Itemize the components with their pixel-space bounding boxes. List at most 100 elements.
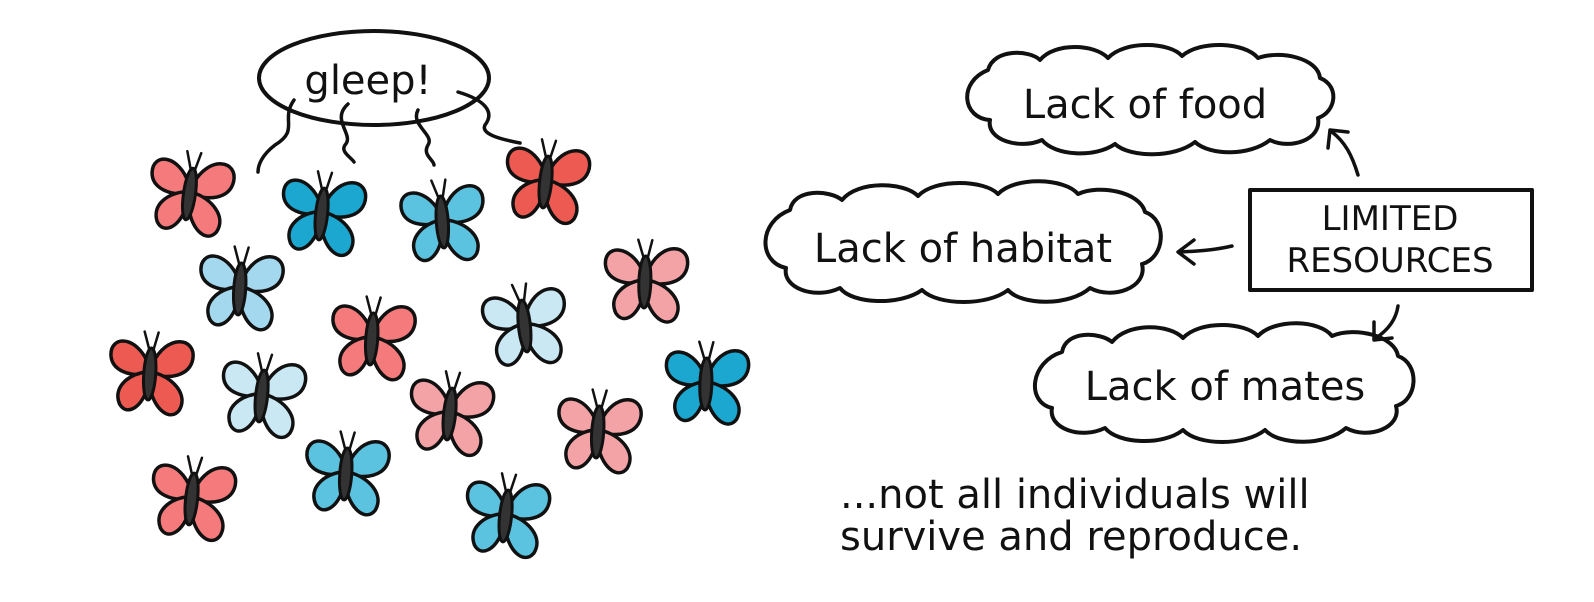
- butterfly-body: [497, 488, 514, 544]
- butterfly-body: [313, 186, 330, 242]
- butterfly-wing: [443, 218, 480, 262]
- butterfly-wing: [705, 380, 741, 426]
- cloud-habitat-label: Lack of habitat: [814, 226, 1112, 272]
- butterfly-wing: [287, 209, 321, 251]
- butterfly-wing: [596, 428, 632, 475]
- butterfly-antennae: [591, 388, 608, 410]
- caption-line2: survive and reproduce.: [840, 514, 1302, 560]
- butterfly-antennae: [500, 472, 518, 494]
- cloud-habitat-outline: [763, 179, 1163, 304]
- butterfly-wing: [448, 410, 483, 458]
- butterfly: [409, 370, 496, 458]
- butterfly: [199, 245, 285, 332]
- butterfly-wing: [370, 335, 406, 382]
- butterfly-wing: [320, 210, 355, 258]
- butterfly: [505, 138, 592, 226]
- butterfly-antennae: [540, 138, 558, 160]
- arrow-to-mates: [1374, 304, 1400, 340]
- cloud-habitat: Lack of habitat: [763, 179, 1163, 304]
- butterfly-antennae: [444, 370, 462, 392]
- butterfly-wing: [227, 391, 261, 433]
- arrow-to-food-head: [1326, 128, 1350, 150]
- butterfly-body: [183, 471, 200, 527]
- connector-line: [256, 98, 296, 174]
- butterfly-body: [141, 346, 158, 402]
- cloud-mates-label: Lack of mates: [1085, 364, 1366, 410]
- butterfly-body: [363, 311, 380, 367]
- butterfly-antennae: [233, 245, 250, 267]
- butterfly: [305, 430, 391, 517]
- butterfly-wing: [411, 218, 444, 263]
- butterfly-body: [516, 298, 533, 354]
- butterfly-wing: [673, 380, 706, 423]
- butterfly-wing: [338, 335, 371, 377]
- butterfly-wing: [645, 246, 690, 286]
- butterfly: [151, 455, 238, 543]
- butterfly-antennae: [186, 455, 204, 477]
- butterfly-wing: [157, 494, 191, 536]
- limited-resources-rect: [1248, 188, 1534, 292]
- butterfly-wing: [190, 495, 225, 543]
- butterfly-wing: [525, 321, 563, 365]
- butterfly-body: [434, 194, 451, 250]
- butterfly-wing: [238, 285, 274, 332]
- connector-line: [456, 90, 522, 145]
- butterfly-wing: [148, 370, 184, 417]
- butterfly-antennae: [339, 430, 356, 452]
- butterfly-body: [637, 254, 653, 310]
- butterfly-antennae: [256, 352, 274, 374]
- butterfly-wing: [344, 470, 380, 517]
- limited-resources-line1: LIMITED: [1322, 199, 1459, 239]
- butterfly: [150, 150, 236, 238]
- butterfly-wing: [612, 278, 645, 321]
- cloud-food-label: Lack of food: [1023, 82, 1267, 128]
- butterfly-body: [441, 386, 458, 442]
- butterfly-wing: [644, 278, 680, 324]
- butterfly-wing: [494, 322, 526, 367]
- butterfly: [221, 352, 308, 440]
- butterfly-wing: [471, 511, 505, 553]
- butterfly: [281, 170, 368, 258]
- butterfly-body: [180, 166, 198, 222]
- butterfly-antennae: [316, 170, 334, 192]
- butterfly-wing: [564, 428, 597, 470]
- butterfly: [664, 340, 751, 426]
- butterfly-body: [698, 356, 714, 412]
- butterfly: [480, 282, 567, 367]
- caption-line1: ...not all individuals will: [840, 472, 1310, 518]
- limited-resources-box: LIMITED RESOURCES: [1248, 188, 1534, 292]
- butterfly-body: [231, 261, 248, 317]
- butterfly-antennae: [365, 295, 382, 317]
- butterfly-wing: [312, 470, 345, 512]
- arrow-to-habitat-head: [1176, 238, 1196, 266]
- butterfly-wing: [116, 370, 149, 412]
- butterfly: [465, 472, 552, 560]
- cloud-mates: Lack of mates: [1032, 321, 1416, 444]
- caption: ...not all individuals will survive and …: [840, 472, 1310, 560]
- butterfly-antennae: [186, 150, 203, 172]
- butterfly-antennae: [637, 238, 654, 260]
- butterfly-group: [109, 138, 751, 560]
- connector-line: [339, 102, 356, 164]
- connector-line: [414, 108, 436, 167]
- butterfly-wing: [511, 177, 545, 219]
- butterfly: [109, 330, 195, 417]
- butterfly-antennae: [510, 282, 528, 304]
- speech-bubble: gleep!: [257, 29, 491, 127]
- limited-resources-line2: RESOURCES: [1286, 241, 1493, 281]
- butterfly-wing: [187, 190, 222, 238]
- butterfly: [331, 295, 417, 382]
- cloud-food-outline: [965, 43, 1336, 157]
- arrow-to-mates-head: [1372, 320, 1394, 342]
- butterfly-body: [537, 154, 554, 210]
- butterfly-antennae: [430, 178, 447, 200]
- arrows: [1176, 128, 1400, 342]
- butterfly-wing: [154, 189, 189, 230]
- cloud-food: Lack of food: [965, 43, 1336, 157]
- butterfly-wing: [544, 178, 579, 226]
- butterfly-antennae: [143, 330, 160, 352]
- speech-bubble-outline: [257, 29, 491, 127]
- butterfly-wing: [206, 285, 239, 327]
